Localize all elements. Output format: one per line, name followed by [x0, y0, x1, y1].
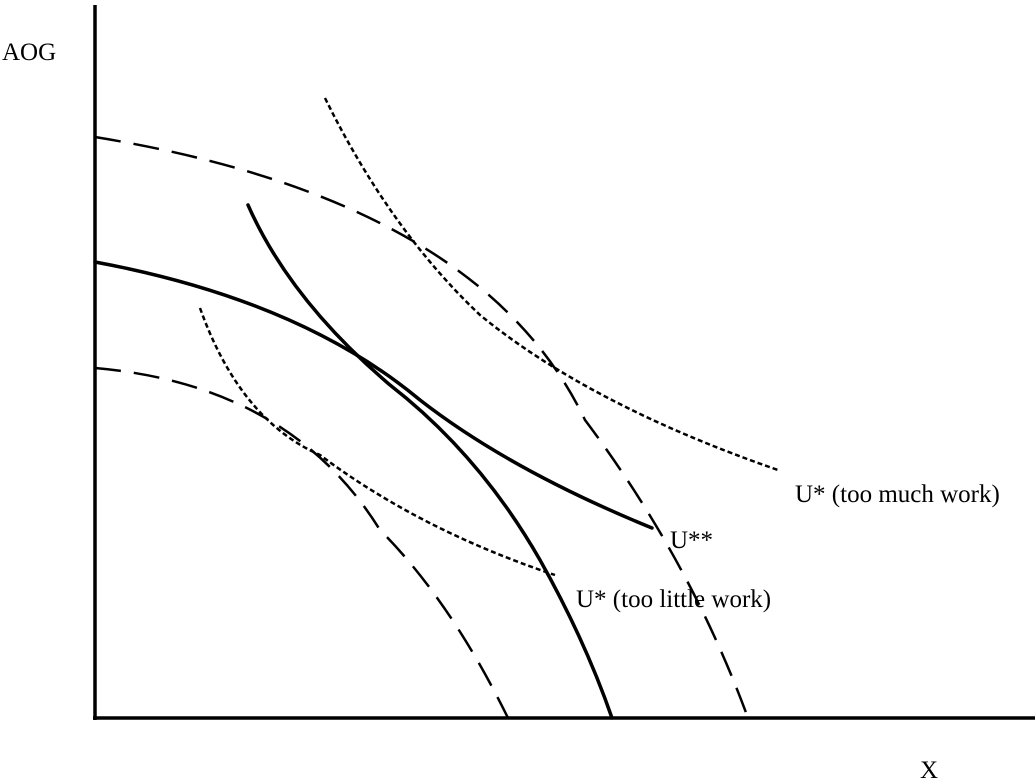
indifference-curve-u-too-much [323, 97, 779, 472]
inner-frontier-dashed [94, 366, 510, 719]
label-u-too-little: U* (too little work) [576, 586, 771, 613]
y-axis-label: AOG [2, 39, 56, 66]
indifference-curve-u-too-little [198, 307, 556, 577]
label-u-too-much: U* (too much work) [795, 481, 1000, 508]
outer-frontier-dashed [94, 135, 750, 719]
indifference-curve-u-star-star [93, 260, 654, 530]
x-axis-label: X [920, 757, 938, 782]
label-u-star-star: U** [670, 527, 713, 554]
solid-frontier [246, 203, 614, 720]
